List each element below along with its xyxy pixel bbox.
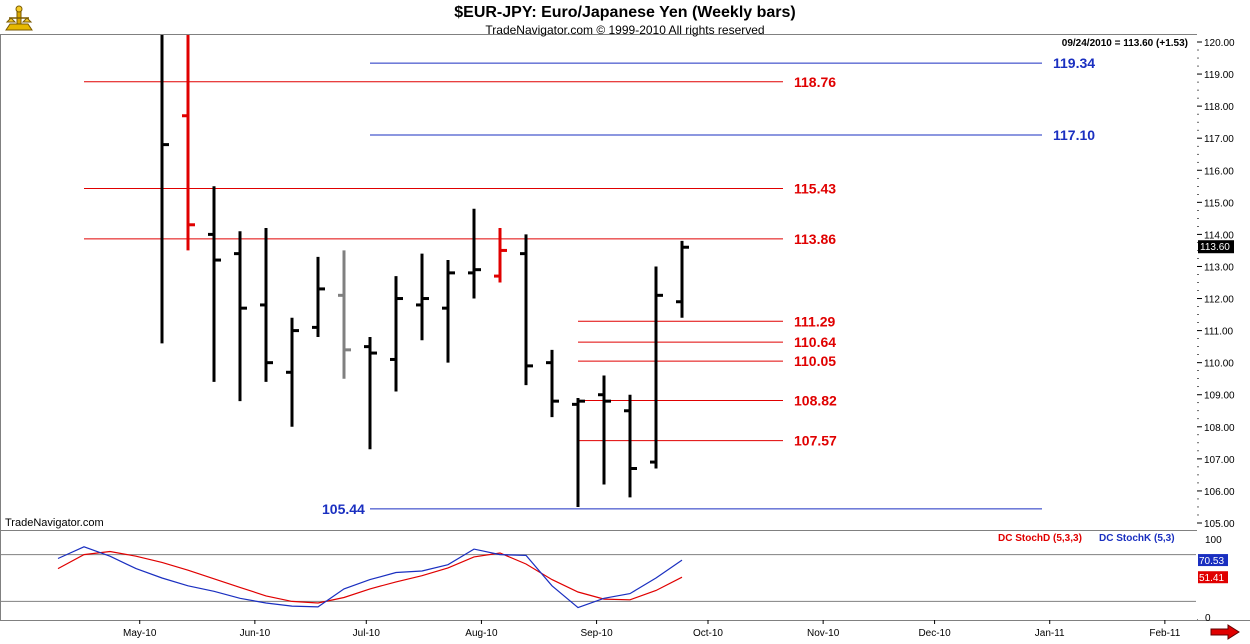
price-tick-label: 110.00 [1204, 359, 1234, 370]
stoch-last-box [1198, 571, 1228, 584]
stoch-line [57, 550, 683, 604]
date-tick-label: Jan-11 [1035, 628, 1065, 639]
last-price-box [1198, 240, 1234, 254]
watermark: TradeNavigator.com [5, 517, 104, 529]
date-tick-label: Dec-10 [918, 628, 951, 639]
date-tick-label: Nov-10 [807, 628, 840, 639]
date-tick-label: Jul-10 [353, 628, 381, 639]
level-label: 110.64 [794, 334, 836, 350]
level-label: 110.05 [794, 353, 836, 369]
chart-title: $EUR-JPY: Euro/Japanese Yen (Weekly bars… [454, 4, 796, 21]
level-label: 111.29 [794, 313, 835, 329]
chart-subtitle: TradeNavigator.com © 1999-2010 All right… [485, 23, 765, 37]
price-tick-label: 109.00 [1204, 391, 1235, 402]
last-price-label: 113.60 [1200, 242, 1230, 253]
price-tick-label: 114.00 [1204, 230, 1234, 241]
scroll-right-arrow-icon[interactable] [1210, 624, 1240, 640]
level-label: 105.44 [322, 501, 365, 517]
date-tick-label: Sep-10 [580, 628, 613, 639]
price-tick-label: 106.00 [1204, 487, 1235, 498]
stoch-d-legend: DC StochD (5,3,3) [998, 533, 1082, 544]
level-label: 115.43 [794, 181, 836, 197]
price-tick-label: 111.00 [1204, 327, 1234, 338]
stoch-last-box [1198, 554, 1228, 567]
date-tick-label: Aug-10 [465, 628, 498, 639]
price-tick-label: 112.00 [1204, 295, 1234, 306]
price-tick-label: 117.00 [1204, 134, 1234, 145]
osc-tick-label: 100 [1205, 535, 1222, 546]
date-axis [0, 620, 1250, 644]
price-tick-label: 115.00 [1204, 198, 1234, 209]
date-tick-label: Oct-10 [693, 628, 723, 639]
trade-navigator-logo [4, 4, 34, 32]
price-axis [1197, 34, 1250, 619]
level-label: 119.34 [1053, 55, 1095, 71]
date-tick-label: Feb-11 [1149, 628, 1180, 639]
stoch-k-legend: DC StochK (5,3) [1099, 533, 1175, 544]
level-label: 107.57 [794, 433, 837, 449]
price-tick-label: 118.00 [1204, 102, 1234, 113]
level-label: 108.82 [794, 393, 837, 409]
last-price-stamp: 09/24/2010 = 113.60 (+1.53) [1061, 38, 1188, 49]
level-label: 113.86 [794, 231, 836, 247]
price-tick-label: 108.00 [1204, 423, 1235, 434]
price-tick-label: 119.00 [1204, 70, 1234, 81]
date-tick-label: Jun-10 [240, 628, 271, 639]
price-tick-label: 107.00 [1204, 455, 1235, 466]
price-tick-label: 113.00 [1204, 262, 1234, 273]
level-label: 118.76 [794, 74, 836, 90]
stoch-line [57, 546, 683, 609]
level-label: 117.10 [1053, 127, 1095, 143]
date-tick-label: May-10 [123, 628, 157, 639]
stoch-last-label: 70.53 [1199, 556, 1224, 567]
price-panel [0, 34, 1198, 532]
price-tick-label: 120.00 [1204, 38, 1235, 49]
osc-tick-label: 0 [1205, 613, 1211, 624]
price-tick-label: 105.00 [1204, 519, 1235, 530]
stoch-last-label: 51.41 [1199, 573, 1224, 584]
stochastic-panel [0, 530, 1198, 621]
price-tick-label: 116.00 [1204, 166, 1234, 177]
